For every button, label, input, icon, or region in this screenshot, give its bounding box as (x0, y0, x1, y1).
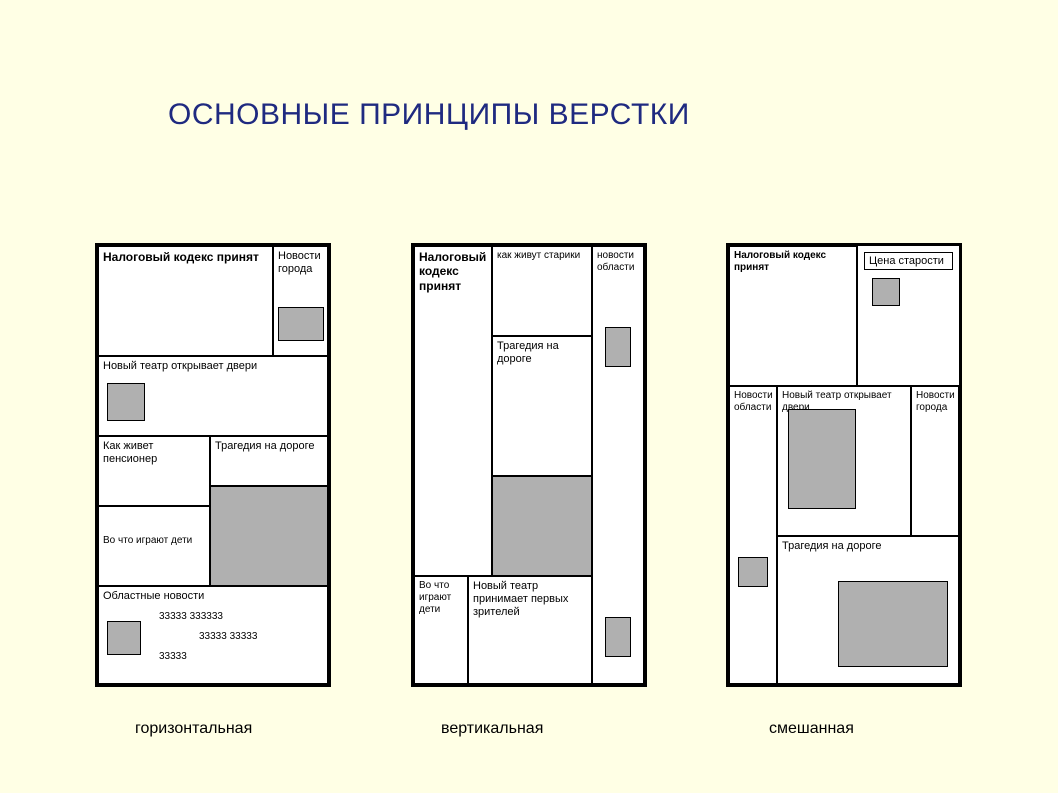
h-children-text: Во что играют дети (99, 507, 209, 550)
v-tragedy-text: Трагедия на дороге (493, 337, 591, 369)
v-regnews-img1 (605, 327, 631, 367)
h-cell-children: Во что играют дети (98, 506, 210, 586)
m-cell-theatre: Новый театр открывает двери (777, 386, 911, 536)
h-citynews-img (278, 307, 324, 341)
m-cell-reg: Новости области (729, 386, 777, 684)
h-cell-regional: Областные новости 33333 333333 33333 333… (98, 586, 328, 684)
h-cell-citynews: Новости города (273, 246, 328, 356)
m-reg-img (738, 557, 768, 587)
v-regnews-img2 (605, 617, 631, 657)
m-tragedy-img (838, 581, 948, 667)
h-cell-pensioner: Как живет пенсионер (98, 436, 210, 506)
v-cell-headline: Налоговый кодекс принят (414, 246, 492, 576)
v-regnews-text: новости области (593, 247, 643, 277)
v-cell-children: Во что играют дети (414, 576, 468, 684)
m-headline-text: Налоговый кодекс принят (730, 247, 856, 277)
caption-horizontal: горизонтальная (135, 720, 252, 738)
m-cell-age: Цена старости (857, 246, 959, 386)
layout-vertical: Налоговый кодекс принят как живут старик… (411, 243, 647, 687)
m-reg-text: Новости области (730, 387, 776, 417)
v-theatre-text: Новый театр принимает первых зрителей (469, 577, 591, 623)
m-cell-citynews: Новости города (911, 386, 959, 536)
h-theatre-img (107, 383, 145, 421)
v-bigimg (492, 476, 592, 576)
h-bigimg (210, 486, 328, 586)
h-cell-theatre: Новый театр открывает двери (98, 356, 328, 436)
h-cell-headline: Налоговый кодекс принят (98, 246, 273, 356)
layout-mixed: Налоговый кодекс принят Цена старости Но… (726, 243, 962, 687)
m-age-img (872, 278, 900, 306)
h-pensioner-text: Как живет пенсионер (99, 437, 209, 469)
v-cell-theatre: Новый театр принимает первых зрителей (468, 576, 592, 684)
m-citynews-text: Новости города (912, 387, 958, 417)
m-cell-tragedy: Трагедия на дороге (777, 536, 959, 684)
h-citynews-text: Новости города (274, 247, 327, 279)
h-nums-2: 33333 33333 (199, 631, 257, 642)
h-cell-tragedy: Трагедия на дороге (210, 436, 328, 486)
m-tragedy-text: Трагедия на дороге (778, 537, 958, 556)
v-elderly-text: как живут старики (493, 247, 591, 265)
caption-mixed: смешанная (769, 720, 854, 738)
h-regional-text: Областные новости (99, 587, 327, 606)
v-cell-tragedy: Трагедия на дороге (492, 336, 592, 476)
h-theatre-text: Новый театр открывает двери (99, 357, 327, 376)
page-title: ОСНОВНЫЕ ПРИНЦИПЫ ВЕРСТКИ (168, 98, 690, 132)
h-nums-1: 33333 333333 (159, 611, 223, 622)
v-cell-regnews: новости области (592, 246, 644, 684)
v-cell-elderly: как живут старики (492, 246, 592, 336)
caption-vertical: вертикальная (441, 720, 543, 738)
m-age-text: Цена старости (864, 252, 953, 270)
v-children-text: Во что играют дети (415, 577, 467, 619)
h-headline-text: Налоговый кодекс принят (99, 247, 272, 267)
h-regional-img (107, 621, 141, 655)
layout-horizontal: Налоговый кодекс принят Новости города Н… (95, 243, 331, 687)
m-cell-headline: Налоговый кодекс принят (729, 246, 857, 386)
h-nums-3: 33333 (159, 651, 187, 662)
v-headline-text: Налоговый кодекс принят (415, 247, 491, 296)
m-theatre-img (788, 409, 856, 509)
h-tragedy-text: Трагедия на дороге (211, 437, 327, 456)
